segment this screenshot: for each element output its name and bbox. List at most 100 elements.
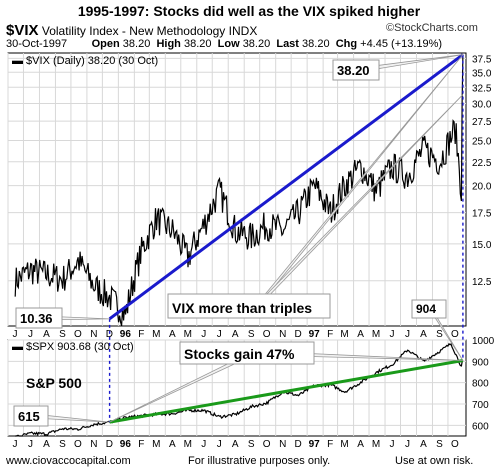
- spx-y-tick-label: 800: [472, 379, 489, 390]
- vix-y-tick-label: 12.5: [472, 277, 492, 288]
- spx-x-tick-label: F: [138, 439, 144, 450]
- spx-y-tick-label: 700: [472, 400, 489, 411]
- spx-low-callout-box: [13, 405, 49, 427]
- vix-y-tick-label: 35.0: [472, 68, 492, 79]
- sp500-label: S&P 500: [26, 375, 82, 391]
- vix-low-callout-text: 10.36: [20, 311, 53, 326]
- vix-x-tick-label: M: [372, 329, 380, 340]
- spx-x-tick-label: 96: [120, 439, 132, 450]
- vix-y-tick-label: 17.5: [472, 209, 492, 220]
- spx-x-tick-label: O: [74, 439, 82, 450]
- stocks-gain-callout-text: Stocks gain 47%: [184, 346, 295, 362]
- chg-value: +4.45 (+13.19%): [360, 38, 443, 50]
- spx-x-tick-label: S: [436, 439, 443, 450]
- vix-y-tick-label: 20.0: [472, 182, 492, 193]
- vix-y-tick-label: 32.5: [472, 83, 492, 94]
- spx-y-tick-label: 900: [472, 357, 489, 368]
- vix-x-tick-label: J: [390, 329, 395, 340]
- vix-triples-callout-box: [167, 293, 331, 319]
- spx-x-tick-label: M: [340, 439, 348, 450]
- stocks-gain-callout-box: [179, 341, 315, 365]
- vix-y-tick-label: 22.5: [472, 158, 492, 169]
- symbol-line: $VIX Volatility Index - New Methodology …: [6, 22, 257, 39]
- open-label: Open: [91, 38, 120, 50]
- vix-high-callout-box: [332, 59, 380, 81]
- spx-y-tick-label: 600: [472, 421, 489, 432]
- spx-x-tick-label: F: [327, 439, 333, 450]
- spx-x-tick-label: 97: [309, 439, 321, 450]
- spx-x-tick-label: M: [372, 439, 380, 450]
- low-value: 38.20: [242, 38, 271, 50]
- vix-x-tick-label: 96: [120, 329, 132, 340]
- chart-title: 1995-1997: Stocks did well as the VIX sp…: [77, 3, 421, 19]
- vix-low-callout-box: [15, 307, 63, 329]
- spx-x-tick-label: S: [59, 439, 66, 450]
- vix-x-tick-label: O: [451, 329, 459, 340]
- footer-risk: Use at own risk.: [395, 455, 474, 467]
- spx-x-tick-label: J: [28, 439, 33, 450]
- spx-x-tick-label: O: [263, 439, 271, 450]
- spx-x-tick-label: A: [232, 439, 239, 450]
- footer-site: www.ciovaccocapital.com: [6, 455, 131, 467]
- last-value: 38.20: [302, 38, 330, 50]
- stockcharts-watermark: ©StockCharts.com: [386, 22, 478, 34]
- spx-x-tick-label: D: [295, 439, 302, 450]
- high-value: 38.20: [183, 38, 212, 50]
- spx-x-tick-label: A: [420, 439, 427, 450]
- spx-low-callout-text: 615: [18, 409, 40, 424]
- vix-legend: ▬ $VIX (Daily) 38.20 (30 Oct): [12, 55, 158, 67]
- high-label: High: [156, 38, 181, 50]
- vix-triples-callout-text: VIX more than triples: [172, 300, 312, 316]
- vix-y-tick-label: 27.5: [472, 117, 492, 128]
- spx-x-tick-label: A: [169, 439, 176, 450]
- vix-x-tick-label: F: [327, 329, 333, 340]
- vix-high-callout-text: 38.20: [337, 63, 370, 78]
- vix-x-tick-label: J: [28, 329, 33, 340]
- spx-x-tick-label: J: [13, 439, 18, 450]
- spx-high-callout-box: [411, 299, 447, 319]
- symbol-description: Volatility Index - New Methodology: [41, 24, 226, 38]
- exchange: INDX: [228, 24, 258, 38]
- vix-panel-frame: [7, 52, 467, 327]
- spx-x-tick-label: J: [390, 439, 395, 450]
- vix-x-tick-label: O: [74, 329, 82, 340]
- vix-trend-line: [108, 53, 464, 321]
- vix-y-tick-label: 25.0: [472, 136, 492, 147]
- vix-x-tick-label: A: [357, 329, 364, 340]
- vix-x-tick-label: N: [279, 329, 286, 340]
- spx-x-tick-label: A: [43, 439, 50, 450]
- vix-x-tick-label: 97: [309, 329, 321, 340]
- vix-x-tick-label: S: [59, 329, 66, 340]
- vix-x-tick-label: M: [340, 329, 348, 340]
- spx-high-callout-text: 904: [416, 302, 436, 316]
- open-value: 38.20: [122, 38, 151, 50]
- vix-x-tick-label: J: [217, 329, 222, 340]
- last-label: Last: [276, 38, 299, 50]
- spx-x-tick-label: J: [217, 439, 222, 450]
- vix-y-tick-label: 37.5: [472, 54, 492, 65]
- spx-x-tick-label: N: [90, 439, 97, 450]
- spx-x-tick-label: A: [357, 439, 364, 450]
- vix-x-tick-label: J: [405, 329, 410, 340]
- vix-x-tick-label: D: [106, 329, 113, 340]
- spx-x-tick-label: M: [184, 439, 192, 450]
- vix-x-tick-label: S: [248, 329, 255, 340]
- vix-y-tick-label: 15.0: [472, 240, 492, 251]
- vix-x-tick-label: F: [138, 329, 144, 340]
- spx-x-tick-label: D: [106, 439, 113, 450]
- quote-date: 30-Oct-1997: [6, 38, 68, 50]
- vix-x-tick-label: A: [169, 329, 176, 340]
- spx-x-tick-label: J: [405, 439, 410, 450]
- spx-legend: ▬ $SPX 903.68 (30 Oct): [12, 341, 134, 353]
- vix-x-tick-label: O: [263, 329, 271, 340]
- vix-x-tick-label: N: [90, 329, 97, 340]
- vix-price-line: [14, 54, 464, 326]
- low-label: Low: [217, 38, 240, 50]
- vix-x-tick-label: J: [13, 329, 18, 340]
- vix-x-tick-label: D: [295, 329, 302, 340]
- spx-x-tick-label: O: [451, 439, 459, 450]
- vix-x-tick-label: J: [201, 329, 206, 340]
- vix-x-tick-label: A: [420, 329, 427, 340]
- spx-x-tick-label: J: [201, 439, 206, 450]
